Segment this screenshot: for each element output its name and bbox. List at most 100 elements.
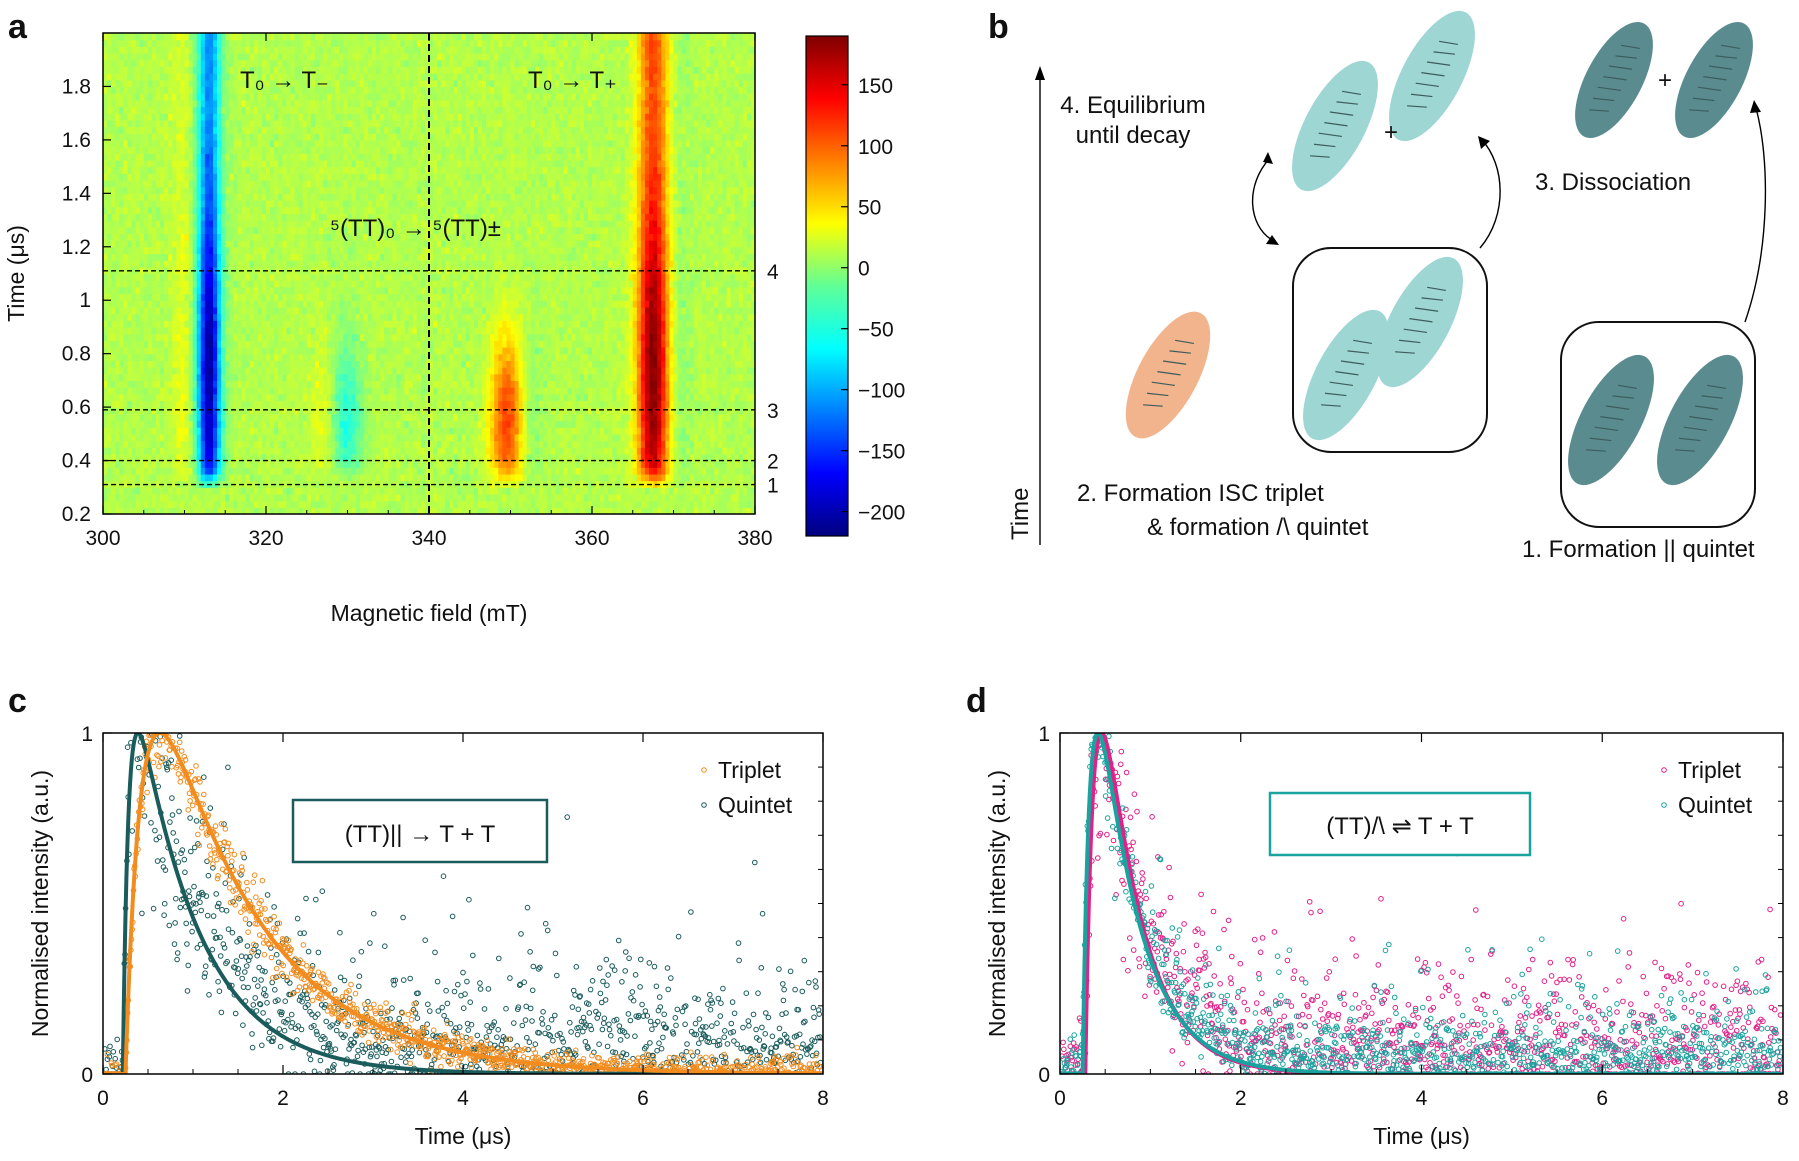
heatmap-cell xyxy=(640,440,646,448)
heatmap-cell xyxy=(665,340,671,348)
heatmap-cell xyxy=(510,306,516,315)
heatmap-cell xyxy=(380,500,385,508)
heatmap-cell xyxy=(518,420,524,428)
heatmap-cell xyxy=(217,433,222,442)
heatmap-cell xyxy=(388,467,393,475)
heatmap-cell xyxy=(416,420,422,428)
heatmap-cell xyxy=(453,340,459,348)
heatmap-cell xyxy=(233,427,239,435)
heatmap-cell xyxy=(107,360,112,368)
heatmap-cell xyxy=(107,420,112,428)
heatmap-cell xyxy=(644,326,650,335)
heatmap-cell xyxy=(693,326,699,335)
heatmap-cell xyxy=(270,346,275,355)
heatmap-cell xyxy=(616,413,622,422)
heatmap-cell xyxy=(217,420,222,428)
heatmap-cell xyxy=(168,507,173,514)
heatmap-cell xyxy=(392,353,397,361)
heatmap-cell xyxy=(718,407,723,415)
heatmap-cell xyxy=(176,433,182,442)
heatmap-cell xyxy=(575,453,581,462)
heatmap-cell xyxy=(151,473,157,482)
heatmap-cell xyxy=(253,326,259,335)
heatmap-cell xyxy=(376,306,381,315)
heatmap-cell xyxy=(347,367,353,375)
heatmap-cell xyxy=(530,326,536,335)
heatmap-cell xyxy=(331,473,336,482)
heatmap-cell xyxy=(400,420,406,428)
heatmap-cell xyxy=(310,427,316,435)
heatmap-cell xyxy=(681,326,687,335)
heatmap-cell xyxy=(380,493,385,502)
heatmap-cell xyxy=(750,440,755,448)
heatmap-cell xyxy=(706,473,711,482)
heatmap-cell xyxy=(200,507,206,514)
heatmap-cell xyxy=(657,413,662,422)
heatmap-cell xyxy=(437,367,442,375)
heatmap-cell xyxy=(351,433,357,442)
heatmap-cell xyxy=(282,360,287,368)
heatmap-cell xyxy=(213,387,218,395)
heatmap-cell xyxy=(404,353,410,361)
heatmap-cell xyxy=(502,393,508,402)
heatmap-cell xyxy=(168,413,173,422)
heatmap-cell xyxy=(441,407,446,415)
heatmap-cell xyxy=(225,407,230,415)
heatmap-cell xyxy=(669,306,675,315)
heatmap-cell xyxy=(127,326,133,335)
heatmap-cell xyxy=(526,346,532,355)
heatmap-cell xyxy=(429,507,434,514)
heatmap-cell xyxy=(510,460,516,468)
heatmap-cell xyxy=(143,453,149,462)
heatmap-cell xyxy=(339,433,345,442)
heatmap-cell xyxy=(522,480,528,488)
heatmap-cell xyxy=(147,380,153,388)
heatmap-cell xyxy=(392,400,397,408)
heatmap-cell xyxy=(103,427,108,435)
heatmap-cell xyxy=(400,433,406,442)
heatmap-cell xyxy=(465,460,471,468)
heatmap-cell xyxy=(290,333,296,341)
heatmap-cell xyxy=(453,507,459,514)
heatmap-cell xyxy=(151,433,157,442)
heatmap-cell xyxy=(734,487,740,495)
heatmap-cell xyxy=(649,393,654,402)
heatmap-cell xyxy=(123,353,129,361)
heatmap-cell xyxy=(294,433,300,442)
heatmap-cell xyxy=(131,500,137,508)
heatmap-cell xyxy=(587,393,593,402)
heatmap-cell xyxy=(249,433,255,442)
heatmap-cell xyxy=(180,393,186,402)
heatmap-cell xyxy=(710,420,715,428)
heatmap-cell xyxy=(131,507,137,514)
heatmap-cell xyxy=(196,333,202,341)
heatmap-cell xyxy=(677,400,683,408)
heatmap-cell xyxy=(363,407,369,415)
heatmap-cell xyxy=(131,400,137,408)
heatmap-cell xyxy=(119,300,124,308)
heatmap-cell xyxy=(592,340,597,348)
heatmap-cell xyxy=(592,507,597,514)
heatmap-cell xyxy=(575,427,581,435)
heatmap-cell xyxy=(689,440,695,448)
heatmap-cell xyxy=(563,453,569,462)
heatmap-cell xyxy=(718,320,723,328)
heatmap-cell xyxy=(151,367,157,375)
heatmap-cell xyxy=(583,306,589,315)
heatmap-cell xyxy=(416,440,422,448)
heatmap-cell xyxy=(429,313,434,321)
heatmap-cell xyxy=(335,407,340,415)
heatmap-cell xyxy=(380,326,385,335)
heatmap-cell xyxy=(469,400,475,408)
heatmap-cell xyxy=(302,473,308,482)
heatmap-cell xyxy=(388,480,393,488)
heatmap-cell xyxy=(539,460,544,468)
heatmap-cell xyxy=(318,467,324,475)
heatmap-cell xyxy=(172,473,177,482)
heatmap-cell xyxy=(241,473,247,482)
heatmap-cell xyxy=(404,460,410,468)
heatmap-cell xyxy=(559,460,565,468)
heatmap-cell xyxy=(188,326,194,335)
heatmap-cell xyxy=(441,447,446,455)
heatmap-cell xyxy=(400,440,406,448)
